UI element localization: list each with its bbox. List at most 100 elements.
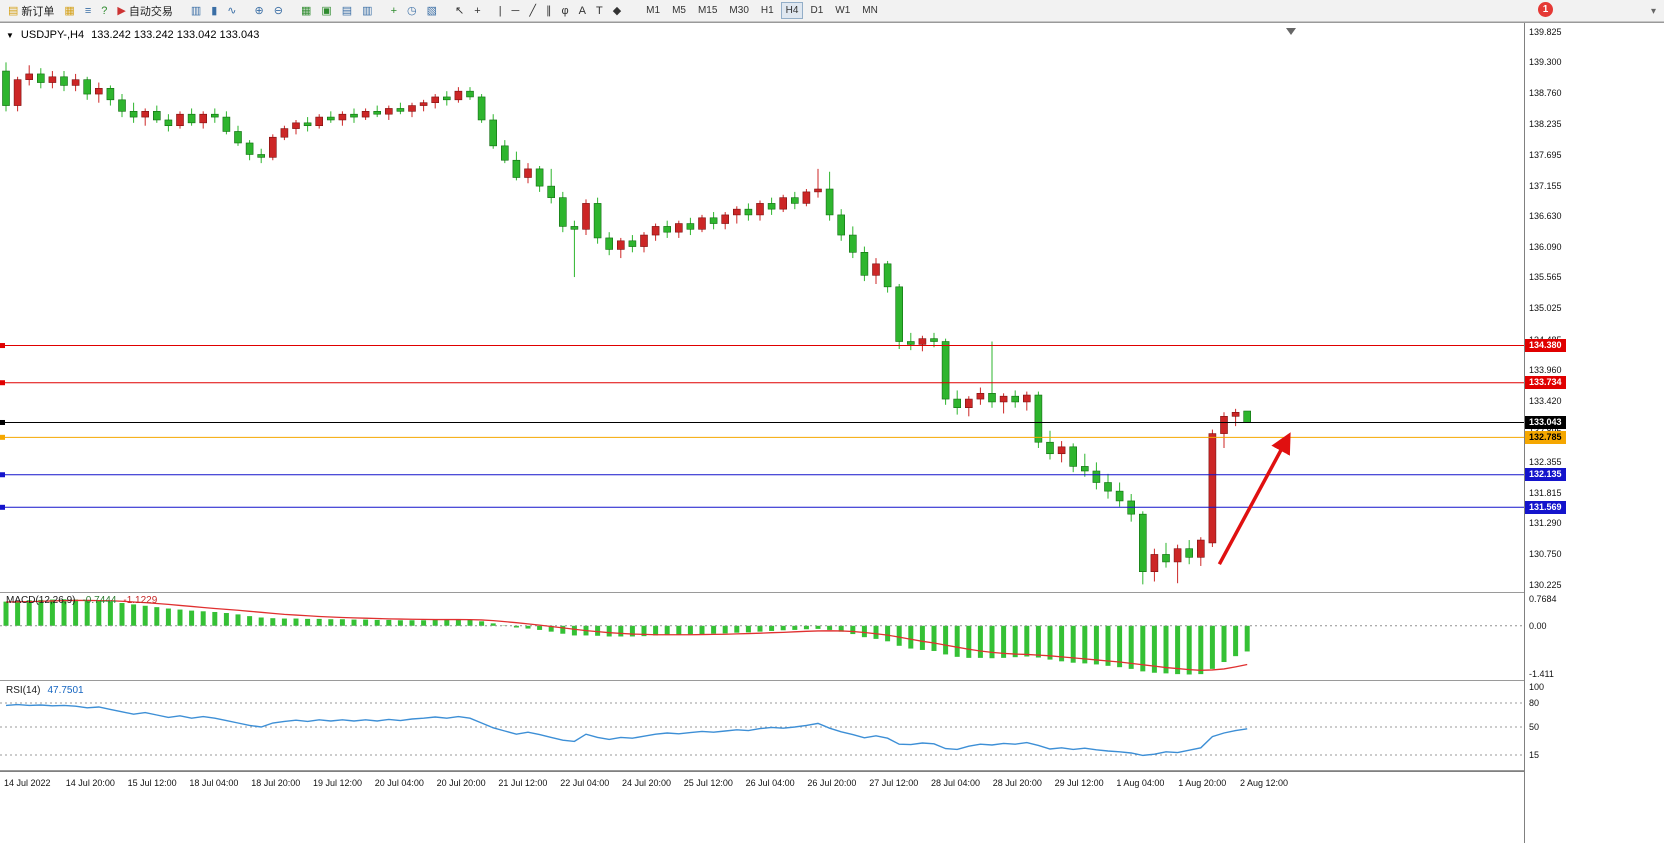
market-watch-button[interactable]: ≡ bbox=[81, 2, 95, 20]
tile-windows-button[interactable]: ▦ bbox=[297, 2, 315, 20]
text-button[interactable]: A bbox=[575, 2, 590, 20]
tile-windows-icon: ▦ bbox=[300, 4, 312, 17]
cascade-windows-button[interactable]: ▣ bbox=[317, 2, 335, 20]
time-axis-label: 15 Jul 12:00 bbox=[127, 778, 177, 788]
level-line-anchor[interactable] bbox=[0, 343, 5, 349]
cursor-button[interactable]: ↖ bbox=[451, 2, 468, 20]
candle bbox=[953, 398, 962, 408]
zoom-out-button[interactable]: ⊖ bbox=[270, 2, 287, 20]
arrange-horizontal-button[interactable]: ▤ bbox=[338, 2, 356, 20]
candle bbox=[268, 136, 277, 158]
channel-button[interactable]: ∥ bbox=[542, 2, 556, 20]
trendline-button[interactable]: ╱ bbox=[525, 2, 540, 20]
candle bbox=[1173, 548, 1182, 563]
help-button[interactable]: ? bbox=[97, 2, 111, 20]
toolbar-overflow-button[interactable]: ▾ bbox=[1645, 3, 1661, 19]
fibonacci-button[interactable]: φ bbox=[557, 2, 572, 20]
autotrading-button-label: 自动交易 bbox=[128, 6, 173, 19]
autotrading-icon: ▶ bbox=[117, 4, 126, 17]
rsi-label: RSI(14) 47.7501 bbox=[6, 685, 84, 696]
price-scale-label: 130.750 bbox=[1529, 549, 1562, 560]
timeframe-m15-button[interactable]: M15 bbox=[693, 2, 722, 19]
notification-badge[interactable]: 1 bbox=[1538, 2, 1553, 17]
candle bbox=[779, 197, 788, 210]
candle bbox=[106, 88, 115, 101]
candle bbox=[686, 223, 695, 230]
chart-menu-icon[interactable]: ▼ bbox=[6, 30, 14, 40]
chart-window: ▼ USDJPY-,H4 133.242 133.242 133.042 133… bbox=[0, 22, 1664, 843]
trend-arrow-annotation[interactable] bbox=[1217, 432, 1291, 566]
candle bbox=[1220, 416, 1228, 434]
chart-plot-area[interactable]: ▼ USDJPY-,H4 133.242 133.242 133.042 133… bbox=[0, 23, 1524, 843]
main-price-chart[interactable] bbox=[0, 25, 1524, 593]
autotrading-button[interactable]: ▶ 自动交易 bbox=[113, 2, 176, 20]
crosshair-button[interactable]: + bbox=[470, 2, 484, 20]
text-label-button[interactable]: T bbox=[592, 2, 607, 20]
candle bbox=[628, 240, 637, 247]
candle bbox=[176, 113, 184, 127]
indicators-button[interactable]: + bbox=[387, 2, 401, 20]
timeframe-w1-button[interactable]: W1 bbox=[830, 2, 855, 19]
candle bbox=[164, 119, 173, 127]
candle bbox=[930, 338, 938, 342]
time-axis-label: 14 Jul 20:00 bbox=[65, 778, 115, 788]
candle bbox=[593, 203, 602, 239]
market-watch-icon: ≡ bbox=[84, 4, 92, 17]
new-chart-button[interactable]: ▦ bbox=[60, 2, 78, 20]
candle bbox=[732, 208, 741, 216]
cursor-icon: ↖ bbox=[455, 4, 465, 17]
candle bbox=[95, 88, 103, 95]
candle bbox=[1115, 490, 1124, 502]
chart-shift-marker[interactable] bbox=[1286, 28, 1296, 35]
horizontal-line-button[interactable]: ─ bbox=[508, 2, 524, 20]
level-line-anchor[interactable] bbox=[0, 434, 5, 440]
candle bbox=[118, 99, 126, 112]
timeframe-mn-button[interactable]: MN bbox=[857, 2, 883, 19]
shapes-button[interactable]: ◆ bbox=[609, 2, 625, 20]
level-line-anchor[interactable] bbox=[0, 419, 5, 425]
timeframe-d1-button[interactable]: D1 bbox=[805, 2, 828, 19]
candle bbox=[860, 252, 869, 276]
template-icon: ▧ bbox=[426, 4, 438, 17]
timeframe-m5-button[interactable]: M5 bbox=[667, 2, 691, 19]
macd-name: MACD(12,26,9) bbox=[6, 595, 76, 606]
vertical-line-button[interactable]: | bbox=[495, 2, 506, 20]
candle bbox=[129, 111, 138, 118]
candle bbox=[1081, 466, 1089, 472]
time-axis[interactable]: 14 Jul 2022 14 Jul 20:00 15 Jul 12:00 18 Ju… bbox=[0, 771, 1524, 796]
timeframe-m30-button[interactable]: M30 bbox=[724, 2, 753, 19]
macd-indicator-panel[interactable] bbox=[0, 593, 1524, 681]
candle bbox=[744, 208, 753, 216]
level-line-anchor[interactable] bbox=[0, 504, 5, 510]
level-line-anchor[interactable] bbox=[0, 472, 5, 478]
arrange-vertical-button[interactable]: ▥ bbox=[358, 2, 376, 20]
time-axis-label: 26 Jul 04:00 bbox=[745, 778, 795, 788]
rsi-name: RSI(14) bbox=[6, 685, 41, 696]
level-line-anchor[interactable] bbox=[0, 380, 5, 386]
timeframe-m1-button[interactable]: M1 bbox=[641, 2, 665, 19]
rsi-indicator-panel[interactable] bbox=[0, 683, 1524, 771]
candlestick-chart-button[interactable]: ▮ bbox=[207, 2, 221, 20]
bar-chart-button[interactable]: ▥ bbox=[187, 2, 205, 20]
time-axis-label: 1 Aug 04:00 bbox=[1116, 778, 1165, 788]
macd-scale-label: -1.411 bbox=[1529, 669, 1554, 680]
candle bbox=[1197, 539, 1205, 558]
time-axis-label: 22 Jul 04:00 bbox=[560, 778, 610, 788]
line-chart-button[interactable]: ∿ bbox=[223, 2, 240, 20]
candle bbox=[257, 154, 266, 158]
timeframe-h4-button[interactable]: H4 bbox=[780, 2, 804, 19]
candle bbox=[71, 79, 80, 86]
candle bbox=[384, 108, 393, 115]
candle bbox=[245, 142, 254, 155]
candle bbox=[802, 191, 811, 204]
candle bbox=[350, 113, 358, 118]
new-order-button[interactable]: ▤ 新订单 bbox=[4, 2, 58, 20]
zoom-in-button[interactable]: ⊕ bbox=[251, 2, 268, 20]
price-scale[interactable]: 139.825 139.300 138.760 138.235 137.695 137.1… bbox=[1524, 23, 1664, 843]
periods-button[interactable]: ◷ bbox=[403, 2, 421, 20]
macd-scale-label: 0.7684 bbox=[1529, 594, 1557, 605]
timeframe-h1-button[interactable]: H1 bbox=[756, 2, 779, 19]
candle bbox=[454, 90, 463, 101]
templates-button[interactable]: ▧ bbox=[423, 2, 441, 20]
candle bbox=[234, 131, 242, 144]
